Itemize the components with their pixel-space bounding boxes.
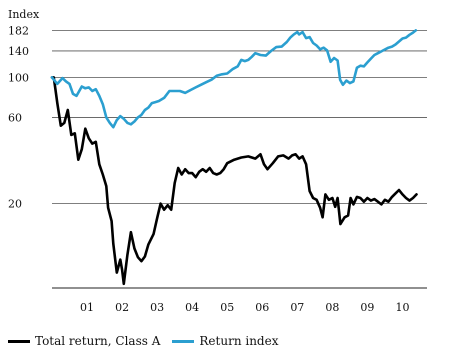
- x-tick-label: 01: [80, 301, 94, 314]
- x-tick-label: 03: [150, 301, 164, 314]
- y-axis-title: Index: [8, 8, 40, 21]
- y-tick-label: 20: [8, 198, 22, 211]
- x-tick-label: 09: [360, 301, 374, 314]
- legend: Total return, Class A Return index: [8, 333, 290, 349]
- y-axis-ticks: 20 60 100 140 182: [8, 24, 29, 210]
- x-tick-label: 08: [325, 301, 339, 314]
- y-tick-label: 100: [8, 71, 29, 84]
- x-axis-ticks: 01 02 03 04 05 06 07 08 09 10: [80, 301, 409, 314]
- x-tick-label: 02: [115, 301, 129, 314]
- x-tick-label: 06: [255, 301, 269, 314]
- series-line-total-return: [50, 76, 418, 286]
- x-tick-label: 10: [395, 301, 409, 314]
- legend-swatch-total-return: [8, 339, 30, 343]
- gridlines: [52, 29, 427, 205]
- y-tick-label: 182: [8, 24, 29, 37]
- legend-item-total-return: Total return, Class A: [8, 334, 160, 348]
- x-tick-label: 05: [220, 301, 234, 314]
- legend-item-return-index: Return index: [172, 334, 278, 348]
- x-tick-label: 04: [185, 301, 199, 314]
- legend-label-total-return: Total return, Class A: [35, 334, 161, 348]
- y-tick-label: 60: [8, 111, 22, 124]
- series-lines: [50, 29, 418, 286]
- legend-swatch-return-index: [172, 339, 195, 343]
- legend-label-return-index: Return index: [199, 334, 279, 348]
- x-tick-label: 07: [290, 301, 304, 314]
- series-line-return-index: [50, 29, 418, 129]
- y-tick-label: 140: [8, 45, 29, 58]
